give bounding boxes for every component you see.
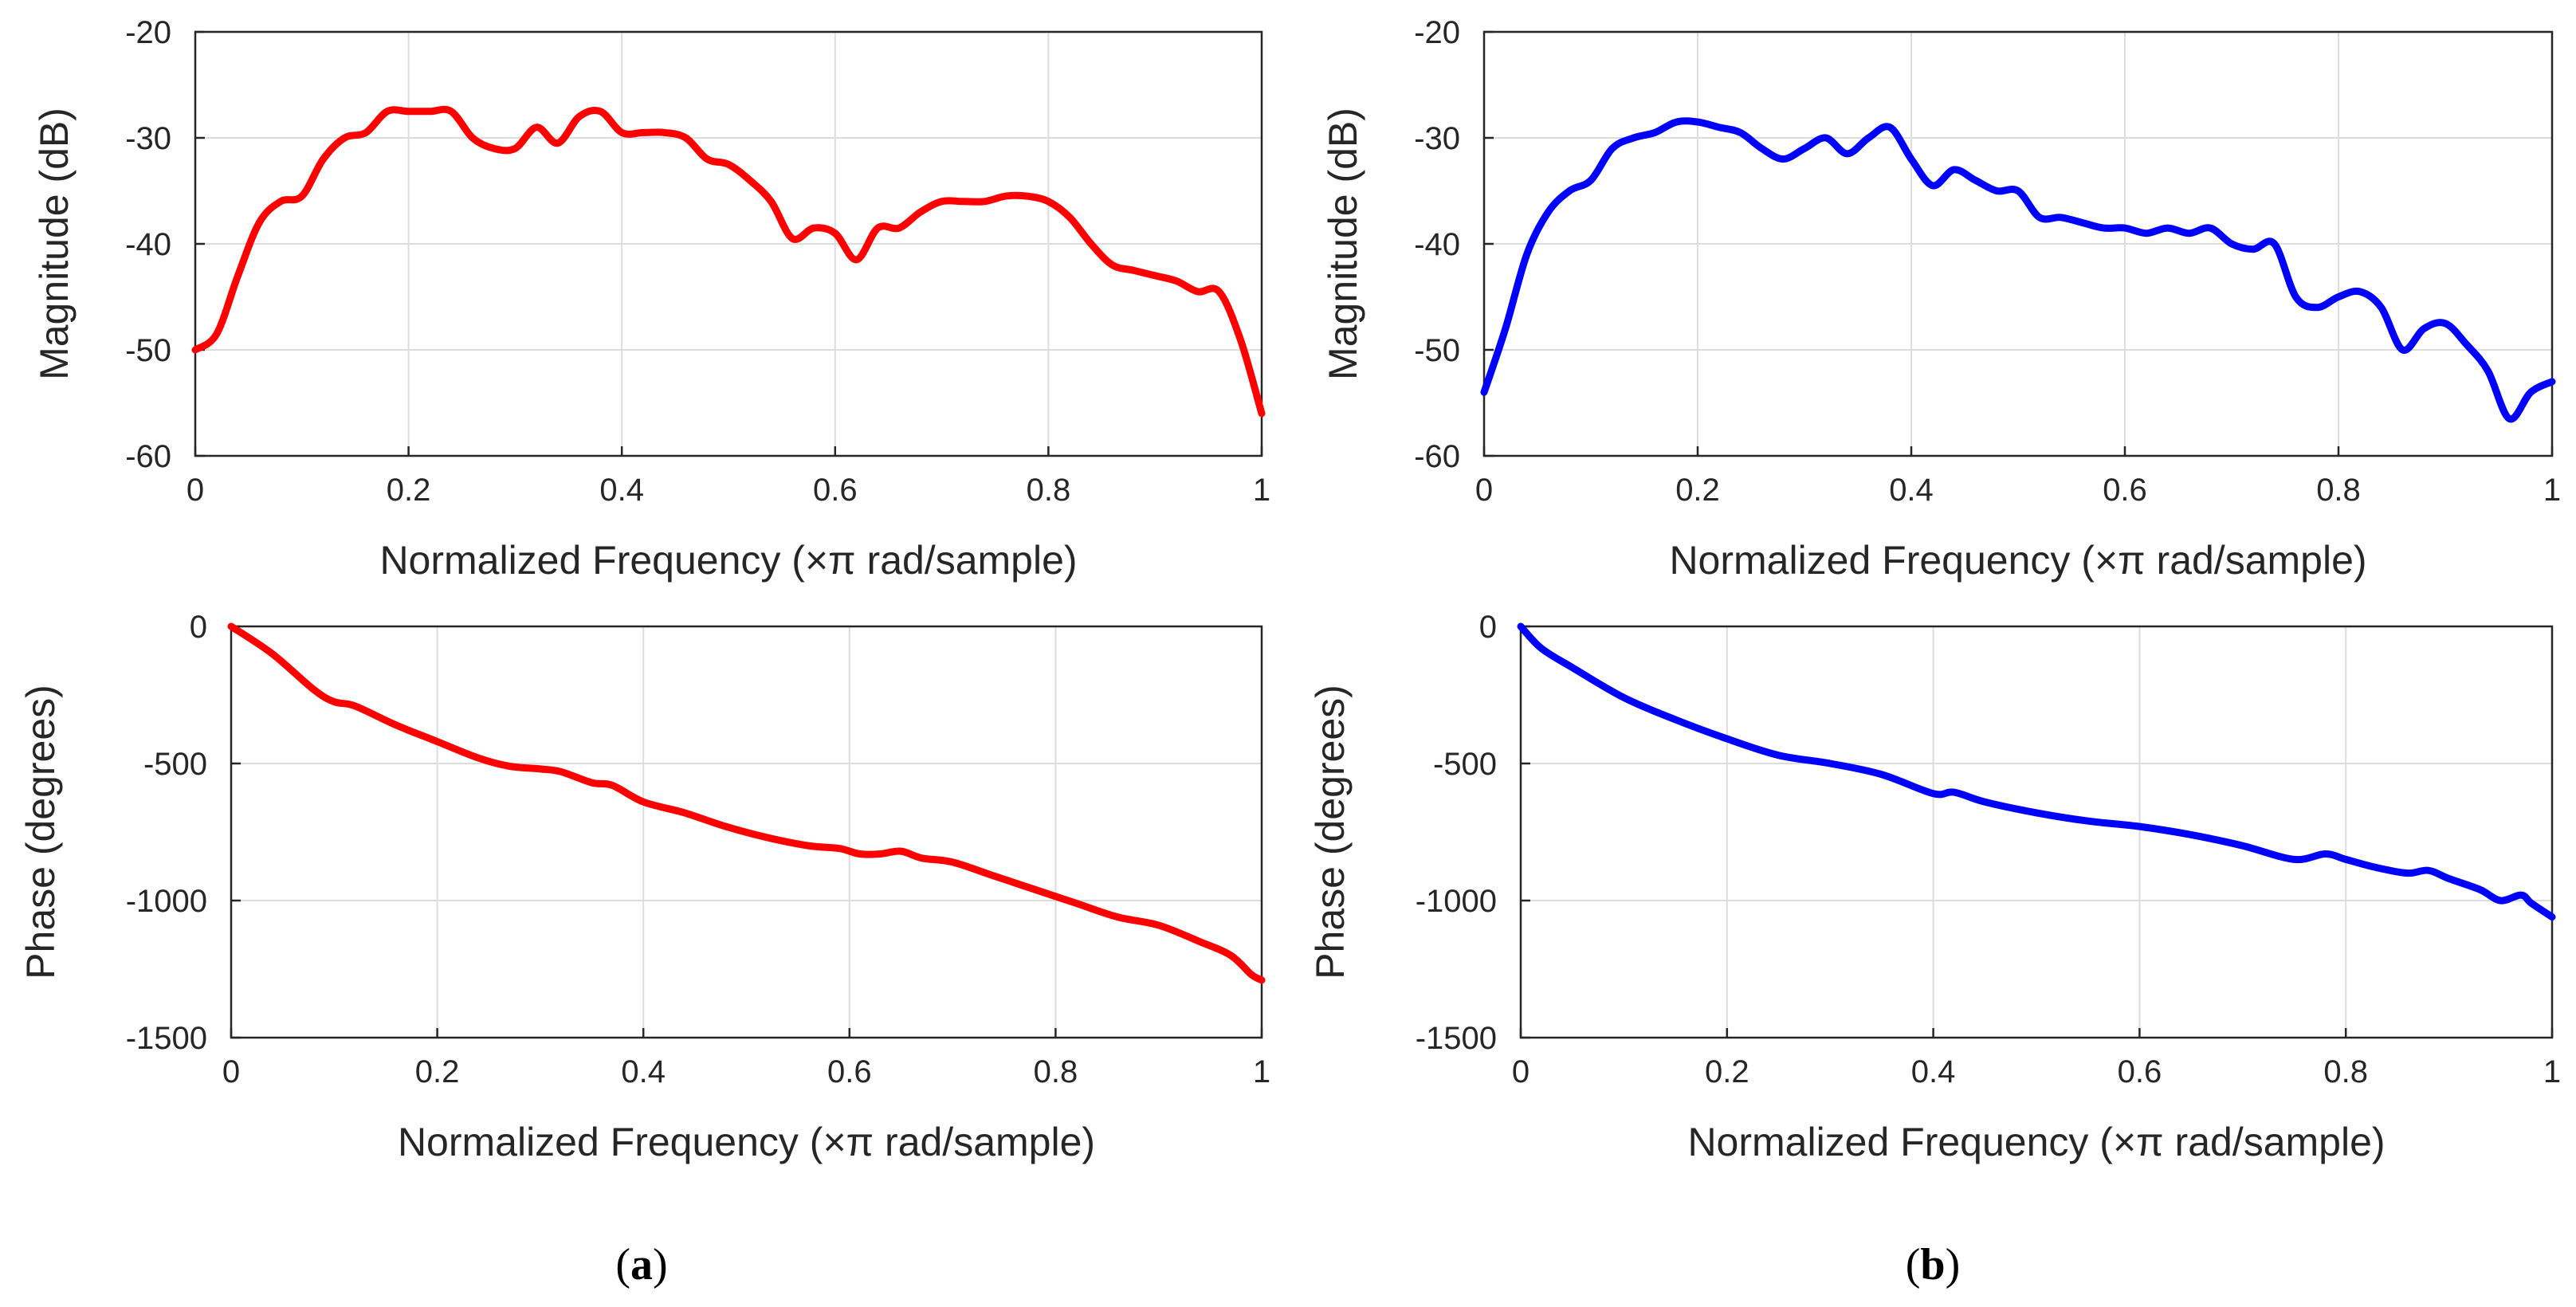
ytick-label-b-magnitude-2: -40 xyxy=(1414,227,1460,262)
xtick-label-a-phase-3: 0.6 xyxy=(827,1054,872,1089)
ytick-label-b-magnitude-3: -30 xyxy=(1414,121,1460,156)
plots-container: 0 0.2 0.4 0.6 0.8 1 -60 -50 -40 -30 -20 Normalized … xyxy=(18,15,2561,1164)
xtick-label-b-magnitude-4: 0.8 xyxy=(2316,473,2361,508)
ytick-label-b-magnitude-1: -50 xyxy=(1414,333,1460,368)
xtick-label-b-magnitude-2: 0.4 xyxy=(1889,473,1934,508)
xtick-label-b-phase-4: 0.8 xyxy=(2323,1054,2368,1089)
ylabel-a-magnitude: Magnitude (dB) xyxy=(32,108,77,380)
xtick-label-a-magnitude-5: 1 xyxy=(1253,473,1270,508)
xtick-label-a-phase-4: 0.8 xyxy=(1034,1054,1078,1089)
xtick-label-b-magnitude-1: 0.2 xyxy=(1675,473,1720,508)
xlabel-b-phase: Normalized Frequency (×π rad/sample) xyxy=(1687,1120,2385,1164)
ylabel-b-phase: Phase (degrees) xyxy=(1308,685,1353,979)
plot-b-magnitude: 0 0.2 0.4 0.6 0.8 1 -60 -50 -40 -30 -20 Normalized … xyxy=(1321,15,2561,583)
plot-b-phase: 0 0.2 0.4 0.6 0.8 1 -1500 -1000 -500 0 Normalized … xyxy=(1308,610,2561,1164)
ytick-label-b-phase-1: -1000 xyxy=(1416,884,1497,919)
series-line-a-magnitude xyxy=(191,105,1266,418)
xtick-label-a-magnitude-2: 0.4 xyxy=(599,473,644,508)
xtick-label-b-magnitude-5: 1 xyxy=(2543,473,2561,508)
ytick-label-a-phase-3: 0 xyxy=(190,610,207,645)
axes-box-b-phase xyxy=(1519,625,2554,1039)
ytick-label-a-magnitude-4: -20 xyxy=(125,15,171,50)
ylabel-b-magnitude: Magnitude (dB) xyxy=(1321,108,1365,380)
ytick-label-b-magnitude-4: -20 xyxy=(1414,15,1460,50)
xtick-label-b-phase-3: 0.6 xyxy=(2118,1054,2162,1089)
xtick-label-a-magnitude-3: 0.6 xyxy=(813,473,858,508)
series-line-b-magnitude xyxy=(1480,117,2556,423)
series-line-b-phase xyxy=(1517,622,2556,921)
plot-a-magnitude: 0 0.2 0.4 0.6 0.8 1 -60 -50 -40 -30 -20 Normalized … xyxy=(32,15,1270,583)
ytick-label-a-phase-0: -1500 xyxy=(126,1021,207,1056)
xtick-label-b-magnitude-3: 0.6 xyxy=(2103,473,2147,508)
xtick-label-a-phase-2: 0.4 xyxy=(621,1054,666,1089)
xtick-label-b-phase-0: 0 xyxy=(1512,1054,1530,1089)
xtick-label-a-magnitude-4: 0.8 xyxy=(1027,473,1071,508)
xlabel-b-magnitude: Normalized Frequency (×π rad/sample) xyxy=(1669,538,2366,583)
ytick-label-b-phase-2: -500 xyxy=(1433,747,1497,782)
ylabel-a-phase: Phase (degrees) xyxy=(18,685,63,979)
xtick-label-b-phase-1: 0.2 xyxy=(1705,1054,1749,1089)
ytick-label-a-magnitude-0: -60 xyxy=(125,439,171,474)
ytick-label-a-phase-2: -500 xyxy=(143,747,207,782)
xtick-label-a-magnitude-1: 0.2 xyxy=(387,473,431,508)
xtick-label-b-phase-5: 1 xyxy=(2543,1054,2561,1089)
series-line-a-phase xyxy=(227,622,1266,984)
ytick-label-b-phase-0: -1500 xyxy=(1416,1021,1497,1056)
xtick-label-b-magnitude-0: 0 xyxy=(1475,473,1493,508)
plot-a-phase: 0 0.2 0.4 0.6 0.8 1 -1500 -1000 -500 0 Normalized … xyxy=(18,610,1270,1164)
ytick-label-a-phase-1: -1000 xyxy=(126,884,207,919)
xtick-label-b-phase-2: 0.4 xyxy=(1911,1054,1956,1089)
axes-box-a-phase xyxy=(230,625,1263,1039)
caption-a: (a) xyxy=(615,1240,667,1289)
xtick-label-a-phase-1: 0.2 xyxy=(415,1054,460,1089)
ytick-label-a-magnitude-2: -40 xyxy=(125,227,171,262)
ytick-label-b-magnitude-0: -60 xyxy=(1414,439,1460,474)
xtick-label-a-phase-5: 1 xyxy=(1253,1054,1270,1089)
ytick-label-b-phase-3: 0 xyxy=(1479,610,1497,645)
xlabel-a-phase: Normalized Frequency (×π rad/sample) xyxy=(398,1120,1095,1164)
xtick-label-a-phase-0: 0 xyxy=(222,1054,240,1089)
ytick-label-a-magnitude-3: -30 xyxy=(125,121,171,156)
ytick-label-a-magnitude-1: -50 xyxy=(125,333,171,368)
xtick-label-a-magnitude-0: 0 xyxy=(187,473,204,508)
xlabel-a-magnitude: Normalized Frequency (×π rad/sample) xyxy=(379,538,1077,583)
caption-b: (b) xyxy=(1906,1240,1960,1289)
